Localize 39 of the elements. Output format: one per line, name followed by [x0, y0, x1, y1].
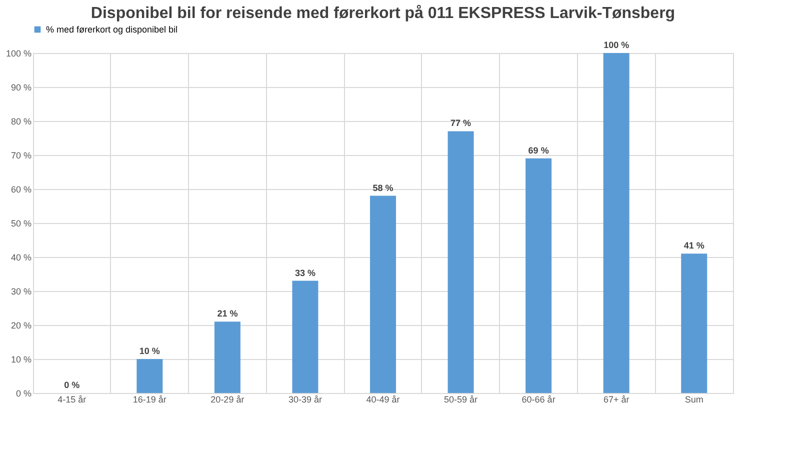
x-tick-label: 4-15 år [58, 394, 86, 404]
data-label: 100 % [604, 40, 630, 50]
x-tick-label: 16-19 år [132, 394, 166, 404]
y-tick-label: 70 % [10, 150, 32, 160]
bar [136, 359, 163, 393]
bar [526, 158, 552, 393]
y-tick-label: 30 % [10, 286, 32, 296]
data-label: 10 % [139, 346, 160, 356]
bar [681, 254, 708, 393]
data-label: 21 % [217, 308, 238, 319]
x-tick-label: 67+ år [603, 394, 630, 404]
y-tick-label: 50 % [10, 218, 32, 228]
y-tick-label: 100 % [6, 48, 32, 58]
data-label: 58 % [372, 182, 394, 193]
y-tick-label: 20 % [10, 320, 32, 330]
bar [214, 322, 240, 393]
x-tick-label: 60-66 år [522, 394, 556, 404]
bar [292, 280, 318, 393]
legend-label: % med førerkort og disponibel bil [46, 24, 178, 34]
chart-title: Disponibel bil for reisende med førerkort på 011 EKSPRESS Larvik-Tønsberg [90, 4, 676, 22]
bar [603, 53, 630, 393]
bar [370, 196, 396, 393]
x-tick-label: 30-39 år [288, 394, 322, 404]
data-label: 0 % [64, 380, 80, 390]
data-label: 77 % [450, 118, 472, 128]
data-label: 69 % [528, 145, 549, 156]
data-label: 41 % [684, 240, 704, 251]
data-label: 33 % [294, 268, 316, 278]
x-tick-label: Sum [684, 394, 704, 404]
y-tick-label: 60 % [10, 184, 32, 194]
y-tick-label: 10 % [10, 354, 32, 364]
y-tick-label: 40 % [10, 252, 32, 262]
y-tick-label: 0 % [16, 388, 32, 398]
x-tick-label: 40-49 år [366, 394, 400, 404]
y-tick-label: 80 % [10, 116, 32, 126]
y-tick-label: 90 % [10, 82, 32, 92]
x-tick-label: 20-29 år [210, 394, 244, 404]
bar [448, 131, 474, 393]
x-tick-label: 50-59 år [444, 394, 478, 404]
